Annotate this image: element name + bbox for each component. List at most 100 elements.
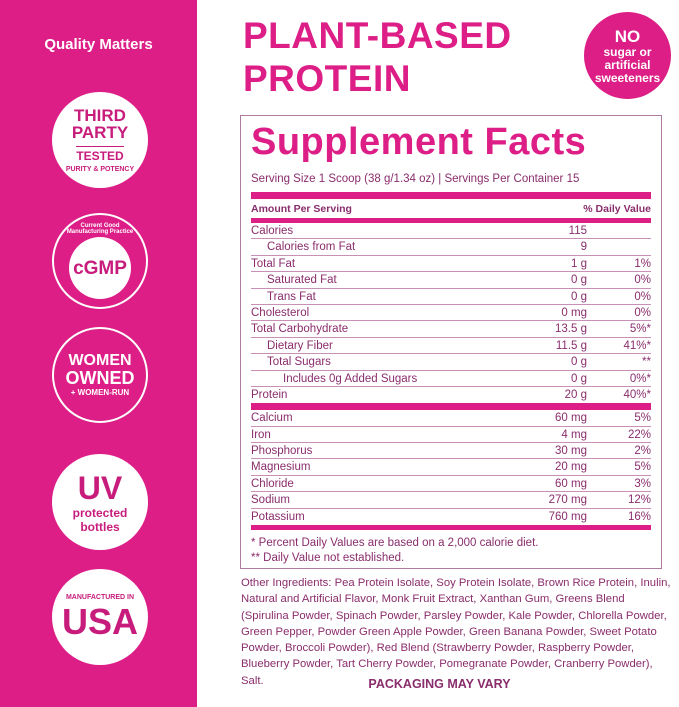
nutrient-dv xyxy=(587,223,651,238)
nutrient-name: Includes 0g Added Sugars xyxy=(283,372,418,385)
nutrient-row: Calories from Fat 9 xyxy=(251,239,651,256)
badge-text: PURITY & POTENCY xyxy=(65,166,135,173)
nutrient-row: Potassium 760 mg 16% xyxy=(251,509,651,525)
nutrient-amount: 115 xyxy=(568,225,587,237)
divider xyxy=(251,218,651,223)
nutrient-amount: 13.5 g xyxy=(555,323,587,336)
nutrient-name: Saturated Fat xyxy=(267,274,337,287)
nutrient-amount: 30 mg xyxy=(555,445,587,458)
nutrient-amount: 0 g xyxy=(571,356,587,369)
footnote: * Percent Daily Values are based on a 2,… xyxy=(251,537,539,550)
nutrient-amount: 0 g xyxy=(571,290,587,303)
nutrient-name: Chloride xyxy=(251,477,294,490)
nutrient-amount: 9 xyxy=(580,241,587,254)
nutrient-name: Calories from Fat xyxy=(267,241,356,254)
nutrient-dv: 16% xyxy=(627,510,651,523)
nutrient-row: Iron 4 mg 22% xyxy=(251,427,651,444)
third-party-tested-badge: THIRD PARTY TESTED PURITY & POTENCY xyxy=(52,92,148,188)
badge-text: + WOMEN-RUN xyxy=(70,388,130,397)
badge-text: WOMEN xyxy=(68,352,132,369)
nutrient-row: Magnesium 20 mg 5% xyxy=(251,459,651,476)
nutrient-dv: 12% xyxy=(627,494,651,507)
nutrient-dv: 1% xyxy=(634,257,651,270)
nutrient-dv: ** xyxy=(642,356,651,369)
packaging-note: PACKAGING MAY VARY xyxy=(368,677,511,691)
title-line: PROTEIN xyxy=(243,58,411,99)
nutrient-amount: 60 mg xyxy=(555,412,587,425)
no-sugar-badge: NO sugar or artificial sweeteners xyxy=(584,12,671,99)
badge-text: UV xyxy=(77,469,123,506)
uv-protected-badge: UV protected bottles xyxy=(52,454,148,550)
nutrient-name: Total Carbohydrate xyxy=(251,323,349,336)
footnote: ** Daily Value not established. xyxy=(251,552,405,565)
nutrient-dv: 0%* xyxy=(629,372,651,385)
women-owned-badge: WOMEN OWNED + WOMEN-RUN xyxy=(52,327,148,423)
nutrient-name: Magnesium xyxy=(251,461,311,474)
nutrient-amount: 11.5 g xyxy=(555,339,587,352)
nutrient-name: Total Fat xyxy=(251,257,296,270)
title-line: PLANT-BASED xyxy=(243,15,512,56)
nutrient-name: Trans Fat xyxy=(267,290,316,303)
nutrient-amount: 20 mg xyxy=(555,461,587,474)
nutrient-dv: 0% xyxy=(634,306,651,319)
supplement-facts-panel: Supplement Facts Serving Size 1 Scoop (3… xyxy=(240,115,662,569)
nutrient-dv: 0% xyxy=(634,290,651,303)
badge-text: sugar or xyxy=(603,44,652,59)
nutrient-row: Chloride 60 mg 3% xyxy=(251,476,651,493)
nutrient-amount: 4 mg xyxy=(561,428,587,441)
nutrient-name: Phosphorus xyxy=(251,445,313,458)
made-in-usa-badge: MANUFACTURED IN USA xyxy=(52,569,148,665)
nutrient-name: Dietary Fiber xyxy=(267,339,333,352)
nutrient-row: Dietary Fiber 11.5 g 41%* xyxy=(251,338,651,355)
nutrient-row: Sodium 270 mg 12% xyxy=(251,492,651,509)
nutrient-dv: 0% xyxy=(634,274,651,287)
nutrient-row: Includes 0g Added Sugars 0 g 0%* xyxy=(251,371,651,387)
nutrient-amount: 270 mg xyxy=(548,494,587,507)
nutrient-row: Calories 115 xyxy=(251,223,651,240)
nutrient-dv: 2% xyxy=(634,445,651,458)
nutrient-name: Total Sugars xyxy=(267,356,331,369)
cgmp-badge: Current Good Manufacturing Practice cGMP xyxy=(52,213,148,309)
badge-text: THIRD xyxy=(74,106,126,125)
nutrient-name: Cholesterol xyxy=(251,306,310,319)
nutrient-name: Protein xyxy=(251,388,288,401)
badge-text: artificial xyxy=(604,57,651,72)
badge-text: MANUFACTURED IN xyxy=(65,594,135,601)
badge-text: USA xyxy=(61,601,138,642)
nutrient-dv: 3% xyxy=(634,477,651,490)
sidebar: Quality Matters THIRD PARTY TESTED PURIT… xyxy=(0,0,197,707)
divider xyxy=(251,192,651,199)
nutrient-amount: 20 g xyxy=(564,388,587,401)
nutrient-name: Calcium xyxy=(251,412,293,425)
nutrient-row: Cholesterol 0 mg 0% xyxy=(251,305,651,322)
nutrient-name: Iron xyxy=(251,428,271,441)
nutrient-name: Calories xyxy=(251,225,294,237)
badge-text: bottles xyxy=(80,519,120,534)
nutrient-row: Total Fat 1 g 1% xyxy=(251,256,651,273)
nutrient-row: Saturated Fat 0 g 0% xyxy=(251,272,651,289)
nutrient-name: Sodium xyxy=(251,494,290,507)
badge-text: protected xyxy=(72,505,128,520)
facts-title: Supplement Facts xyxy=(251,121,587,163)
badge-text: NO xyxy=(614,26,641,46)
product-title: PLANT-BASED PROTEIN xyxy=(243,14,512,100)
nutrient-dv xyxy=(587,239,651,254)
nutrient-row: Trans Fat 0 g 0% xyxy=(251,289,651,305)
footnotes: * Percent Daily Values are based on a 2,… xyxy=(251,536,651,566)
other-ingredients: Other Ingredients: Pea Protein Isolate, … xyxy=(241,577,671,687)
nutrient-dv: 22% xyxy=(627,428,651,441)
badge-text: cGMP xyxy=(69,237,131,299)
nutrient-amount: 0 g xyxy=(571,372,587,385)
badge-text: OWNED xyxy=(65,368,135,388)
badge-text: TESTED xyxy=(76,146,124,162)
col-dv: % Daily Value xyxy=(583,203,651,215)
badge-text: Current Good Manufacturing Practice xyxy=(66,223,134,235)
nutrient-row: Calcium 60 mg 5% xyxy=(251,410,651,427)
divider xyxy=(251,525,651,531)
nutrient-amount: 1 g xyxy=(571,257,587,270)
nutrient-dv: 40%* xyxy=(623,388,652,401)
nutrient-amount: 0 g xyxy=(571,274,587,287)
serving-info: Serving Size 1 Scoop (38 g/1.34 oz) | Se… xyxy=(251,173,580,185)
divider xyxy=(251,403,651,411)
nutrient-row: Total Carbohydrate 13.5 g 5%* xyxy=(251,321,651,338)
